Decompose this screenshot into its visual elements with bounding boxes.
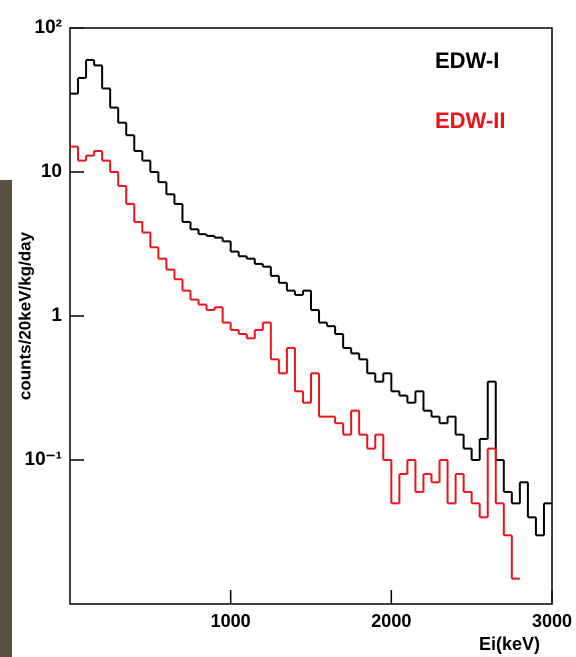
x-axis-label: Ei(keV)	[479, 634, 540, 654]
plot-area	[70, 58, 552, 580]
x-tick-label: 2000	[371, 611, 411, 631]
legend-label: EDW-II	[435, 108, 505, 133]
y-axis-label: counts/20keV/kg/day	[15, 231, 34, 400]
y-tick-label: 1	[51, 305, 62, 326]
y-tick-label: 10²	[35, 17, 62, 38]
y-tick-label: 10⁻¹	[25, 449, 63, 470]
x-tick-label: 3000	[532, 611, 572, 631]
background-strip	[0, 180, 12, 657]
x-tick-label: 1000	[211, 611, 251, 631]
legend-label: EDW-I	[435, 48, 499, 73]
y-tick-label: 10	[41, 161, 62, 182]
